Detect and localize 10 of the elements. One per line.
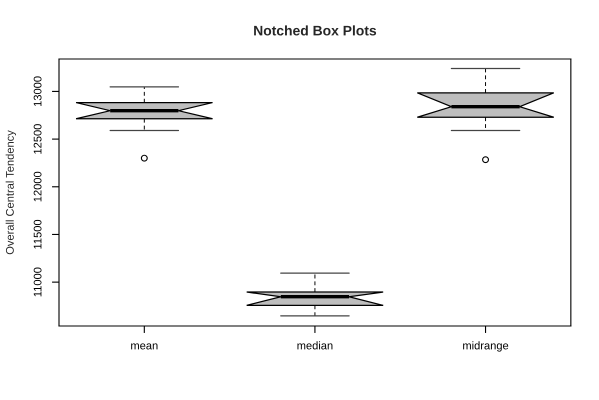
- chart-title: Notched Box Plots: [254, 25, 376, 36]
- y-axis-title: Overall Central Tendency: [6, 130, 16, 254]
- y-tick-label: 12500: [34, 124, 42, 154]
- y-tick-label: 11500: [34, 220, 42, 249]
- x-tick-label: median: [297, 341, 332, 350]
- y-tick-label: 11000: [34, 268, 42, 296]
- x-tick-label: mean: [131, 343, 158, 350]
- y-tick-label: 12000: [34, 172, 42, 202]
- y-tick-label: 13000: [34, 76, 42, 106]
- x-tick-label: midrange: [463, 341, 508, 352]
